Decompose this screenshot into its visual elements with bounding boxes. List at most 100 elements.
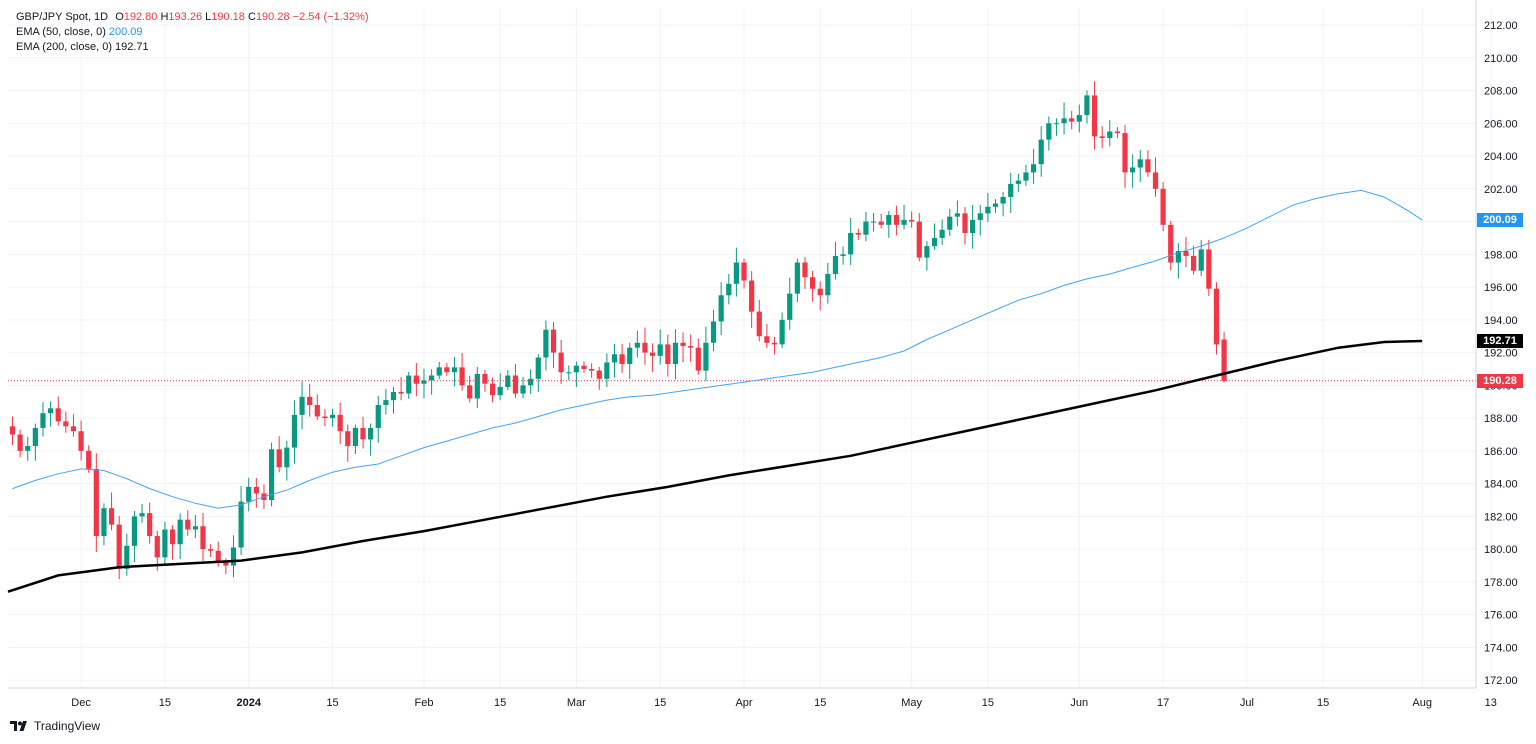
candle-up [863, 221, 869, 235]
candle-down [688, 346, 694, 348]
candle-up [1061, 118, 1067, 124]
candle-down [489, 383, 496, 396]
candle-down [482, 373, 488, 384]
x-tick-label: 2024 [236, 697, 261, 709]
last-price-tag: 190.28 [1477, 373, 1523, 388]
y-tick-label: 182.00 [1484, 511, 1518, 523]
legend-ema50-row[interactable]: EMA (50, close, 0) 200.09 [16, 25, 369, 40]
tradingview-logo[interactable]: TradingView [10, 719, 100, 733]
axes: 212.00 210.00 208.00 206.00 204.00 202.00 200.… [8, 0, 1518, 709]
x-tick-label: 13 [1485, 697, 1497, 709]
candle-down [444, 367, 450, 373]
candle-down [1145, 159, 1151, 173]
candle-up [710, 321, 717, 343]
grid [8, 8, 1492, 688]
candle-up [131, 516, 138, 546]
candle-down [223, 562, 229, 566]
candle-down [1213, 288, 1220, 345]
candle-up [451, 367, 458, 373]
candle-up [611, 354, 618, 363]
x-tick-label: Mar [567, 697, 586, 709]
candle-up [794, 262, 800, 294]
candle-up [1137, 159, 1143, 168]
candle-up [733, 262, 739, 284]
candle-down [9, 426, 16, 435]
x-tick-label: 15 [326, 697, 338, 709]
open-value: 192.80 [123, 11, 158, 23]
candle-down [817, 288, 823, 296]
candle-up [1084, 95, 1090, 116]
candle-up [375, 405, 381, 428]
candle-up [703, 342, 709, 371]
candle-up [421, 380, 427, 384]
x-tick-label: Apr [735, 697, 752, 709]
symbol-title[interactable]: GBP/JPY Spot, 1D [16, 11, 109, 23]
ema50-label: EMA (50, close, 0) [16, 26, 106, 38]
x-tick-label: 15 [654, 697, 666, 709]
candle-down [810, 277, 816, 289]
candle-up [947, 216, 953, 230]
candle-up [931, 237, 938, 247]
y-tick-label: 202.00 [1484, 184, 1518, 196]
candle-up [1130, 167, 1136, 173]
x-tick-label: Aug [1412, 697, 1432, 709]
close-value: 190.28 [255, 11, 290, 23]
candle-up [528, 378, 534, 386]
x-tick-label: Dec [71, 697, 91, 709]
candle-down [893, 215, 900, 225]
candle-up [291, 414, 298, 448]
candle-down [665, 344, 671, 365]
candle-up [657, 344, 663, 356]
candle-up [573, 365, 579, 373]
low-value: 190.18 [211, 11, 245, 23]
y-tick-label: 176.00 [1484, 610, 1518, 622]
candle-down [1122, 133, 1128, 173]
candle-up [238, 501, 244, 548]
candle-down [1168, 224, 1174, 263]
candle-up [718, 295, 724, 322]
candle-up [139, 513, 145, 517]
candle-down [169, 529, 176, 545]
candle-up [1198, 249, 1204, 271]
candle-up [604, 362, 610, 379]
candle-up [352, 427, 358, 446]
candle-down [108, 508, 115, 525]
y-tick-label: 186.00 [1484, 446, 1518, 458]
ema50-price-tag: 200.09 [1477, 213, 1523, 228]
candle-down [1091, 95, 1098, 137]
candle-down [596, 370, 602, 379]
candle-down [909, 219, 915, 222]
candle-up [779, 319, 785, 345]
y-tick-label: 206.00 [1484, 118, 1518, 130]
candle-up [246, 486, 252, 502]
candle-down [459, 367, 465, 386]
candle-up [474, 373, 480, 399]
candle-down [200, 526, 206, 550]
x-tick-label: Jul [1240, 697, 1254, 709]
candle-down [276, 449, 282, 468]
candle-up [627, 347, 633, 365]
candle-down [855, 233, 861, 235]
legend-ema200-row[interactable]: EMA (200, close, 0) 192.71 [16, 40, 369, 55]
candle-down [398, 391, 404, 394]
candle-down [916, 221, 922, 258]
candle-up [520, 385, 526, 394]
ema200-line [7, 339, 1423, 593]
candle-down [185, 519, 191, 530]
candle-up [1030, 164, 1037, 173]
candle-down [307, 396, 313, 406]
candle-down [649, 352, 656, 356]
candle-down [1206, 249, 1212, 289]
candle-up [848, 233, 854, 255]
candle-up [977, 213, 983, 220]
candle-up [101, 508, 107, 537]
candle-up [25, 445, 31, 451]
y-tick-label: 208.00 [1484, 86, 1518, 98]
candle-up [436, 367, 442, 376]
y-tick-label: 194.00 [1484, 315, 1518, 327]
candle-down [680, 342, 686, 347]
candle-up [177, 519, 183, 545]
close-label: C [247, 11, 256, 23]
candle-down [619, 354, 625, 365]
